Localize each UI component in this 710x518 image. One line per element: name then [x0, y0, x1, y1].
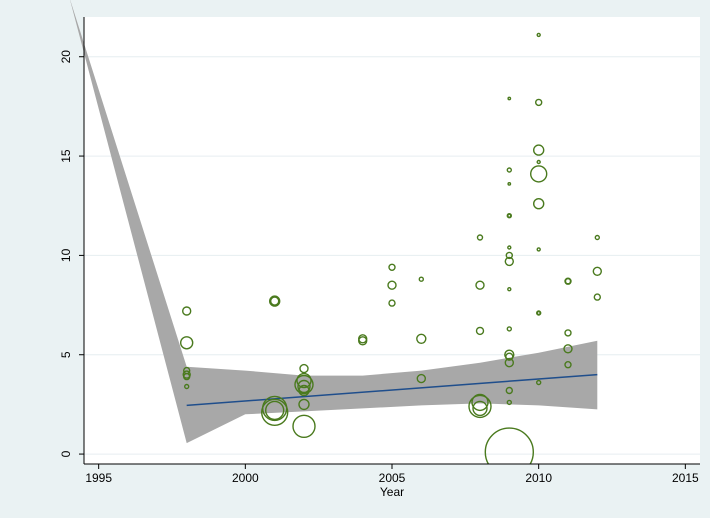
x-tick-label: 2015 [672, 471, 699, 485]
data-point [298, 384, 310, 397]
data-point [296, 372, 312, 389]
data-point [593, 293, 601, 301]
data-point [506, 167, 512, 173]
plot-content [70, 0, 602, 464]
data-point [298, 398, 310, 411]
data-point [269, 295, 281, 307]
data-point [564, 361, 572, 369]
data-point [506, 399, 512, 406]
data-point [387, 280, 397, 290]
data-point [535, 98, 543, 107]
data-point [182, 370, 191, 379]
x-tick-label: 2000 [232, 471, 259, 485]
data-point [471, 393, 489, 412]
data-point [472, 400, 488, 417]
y-tick-label: 20 [59, 50, 73, 64]
x-tick-label: 2010 [525, 471, 552, 485]
y-tick-label: 0 [59, 450, 73, 457]
data-point [505, 386, 513, 395]
data-point [530, 165, 548, 183]
data-point [564, 278, 572, 285]
data-point [507, 96, 512, 101]
data-point [418, 276, 424, 282]
data-point [475, 326, 485, 336]
x-tick-label: 1995 [85, 471, 112, 485]
y-tick-label: 15 [59, 149, 73, 163]
data-point [536, 310, 541, 316]
data-point [182, 372, 191, 381]
data-point [292, 414, 316, 438]
data-point [468, 394, 492, 419]
data-point [533, 144, 545, 156]
data-point [504, 256, 514, 267]
y-axis-ticks: 0 5 10 15 20 [59, 50, 84, 457]
data-point [183, 383, 190, 390]
confidence-band [70, 0, 598, 444]
y-tick-label: 10 [59, 248, 73, 262]
data-point [592, 266, 602, 276]
data-point [416, 333, 427, 344]
data-point [536, 159, 541, 165]
y-tick-label: 5 [59, 351, 73, 358]
x-tick-label: 2005 [379, 471, 406, 485]
data-point [536, 32, 541, 38]
data-point [507, 213, 512, 218]
data-point [484, 427, 534, 464]
data-point [179, 336, 194, 350]
data-point [507, 287, 512, 292]
data-point [261, 398, 289, 426]
data-point [505, 251, 513, 260]
data-point [505, 352, 514, 361]
data-point [358, 336, 368, 346]
x-axis-ticks: 1995 2000 2005 2010 2015 [85, 464, 699, 485]
data-point [533, 197, 545, 210]
data-point [564, 329, 572, 337]
data-point [388, 263, 396, 271]
x-axis-title: Year [380, 485, 404, 499]
data-point [504, 358, 514, 368]
data-point [536, 247, 541, 252]
data-point [388, 299, 396, 307]
data-point [507, 181, 512, 186]
data-point [294, 374, 314, 395]
data-point [536, 379, 542, 386]
data-point [563, 344, 573, 354]
data-point [507, 245, 512, 250]
data-point [416, 373, 426, 384]
data-point [476, 234, 484, 241]
data-point [506, 326, 512, 332]
scatter-points [179, 32, 602, 464]
data-point [270, 296, 280, 306]
data-point [475, 280, 485, 290]
data-point [181, 306, 192, 316]
data-point [594, 234, 600, 241]
fit-line [186, 373, 598, 407]
data-point [297, 379, 311, 394]
data-point [299, 363, 309, 374]
data-point [265, 400, 285, 421]
gridlines [84, 56, 700, 455]
